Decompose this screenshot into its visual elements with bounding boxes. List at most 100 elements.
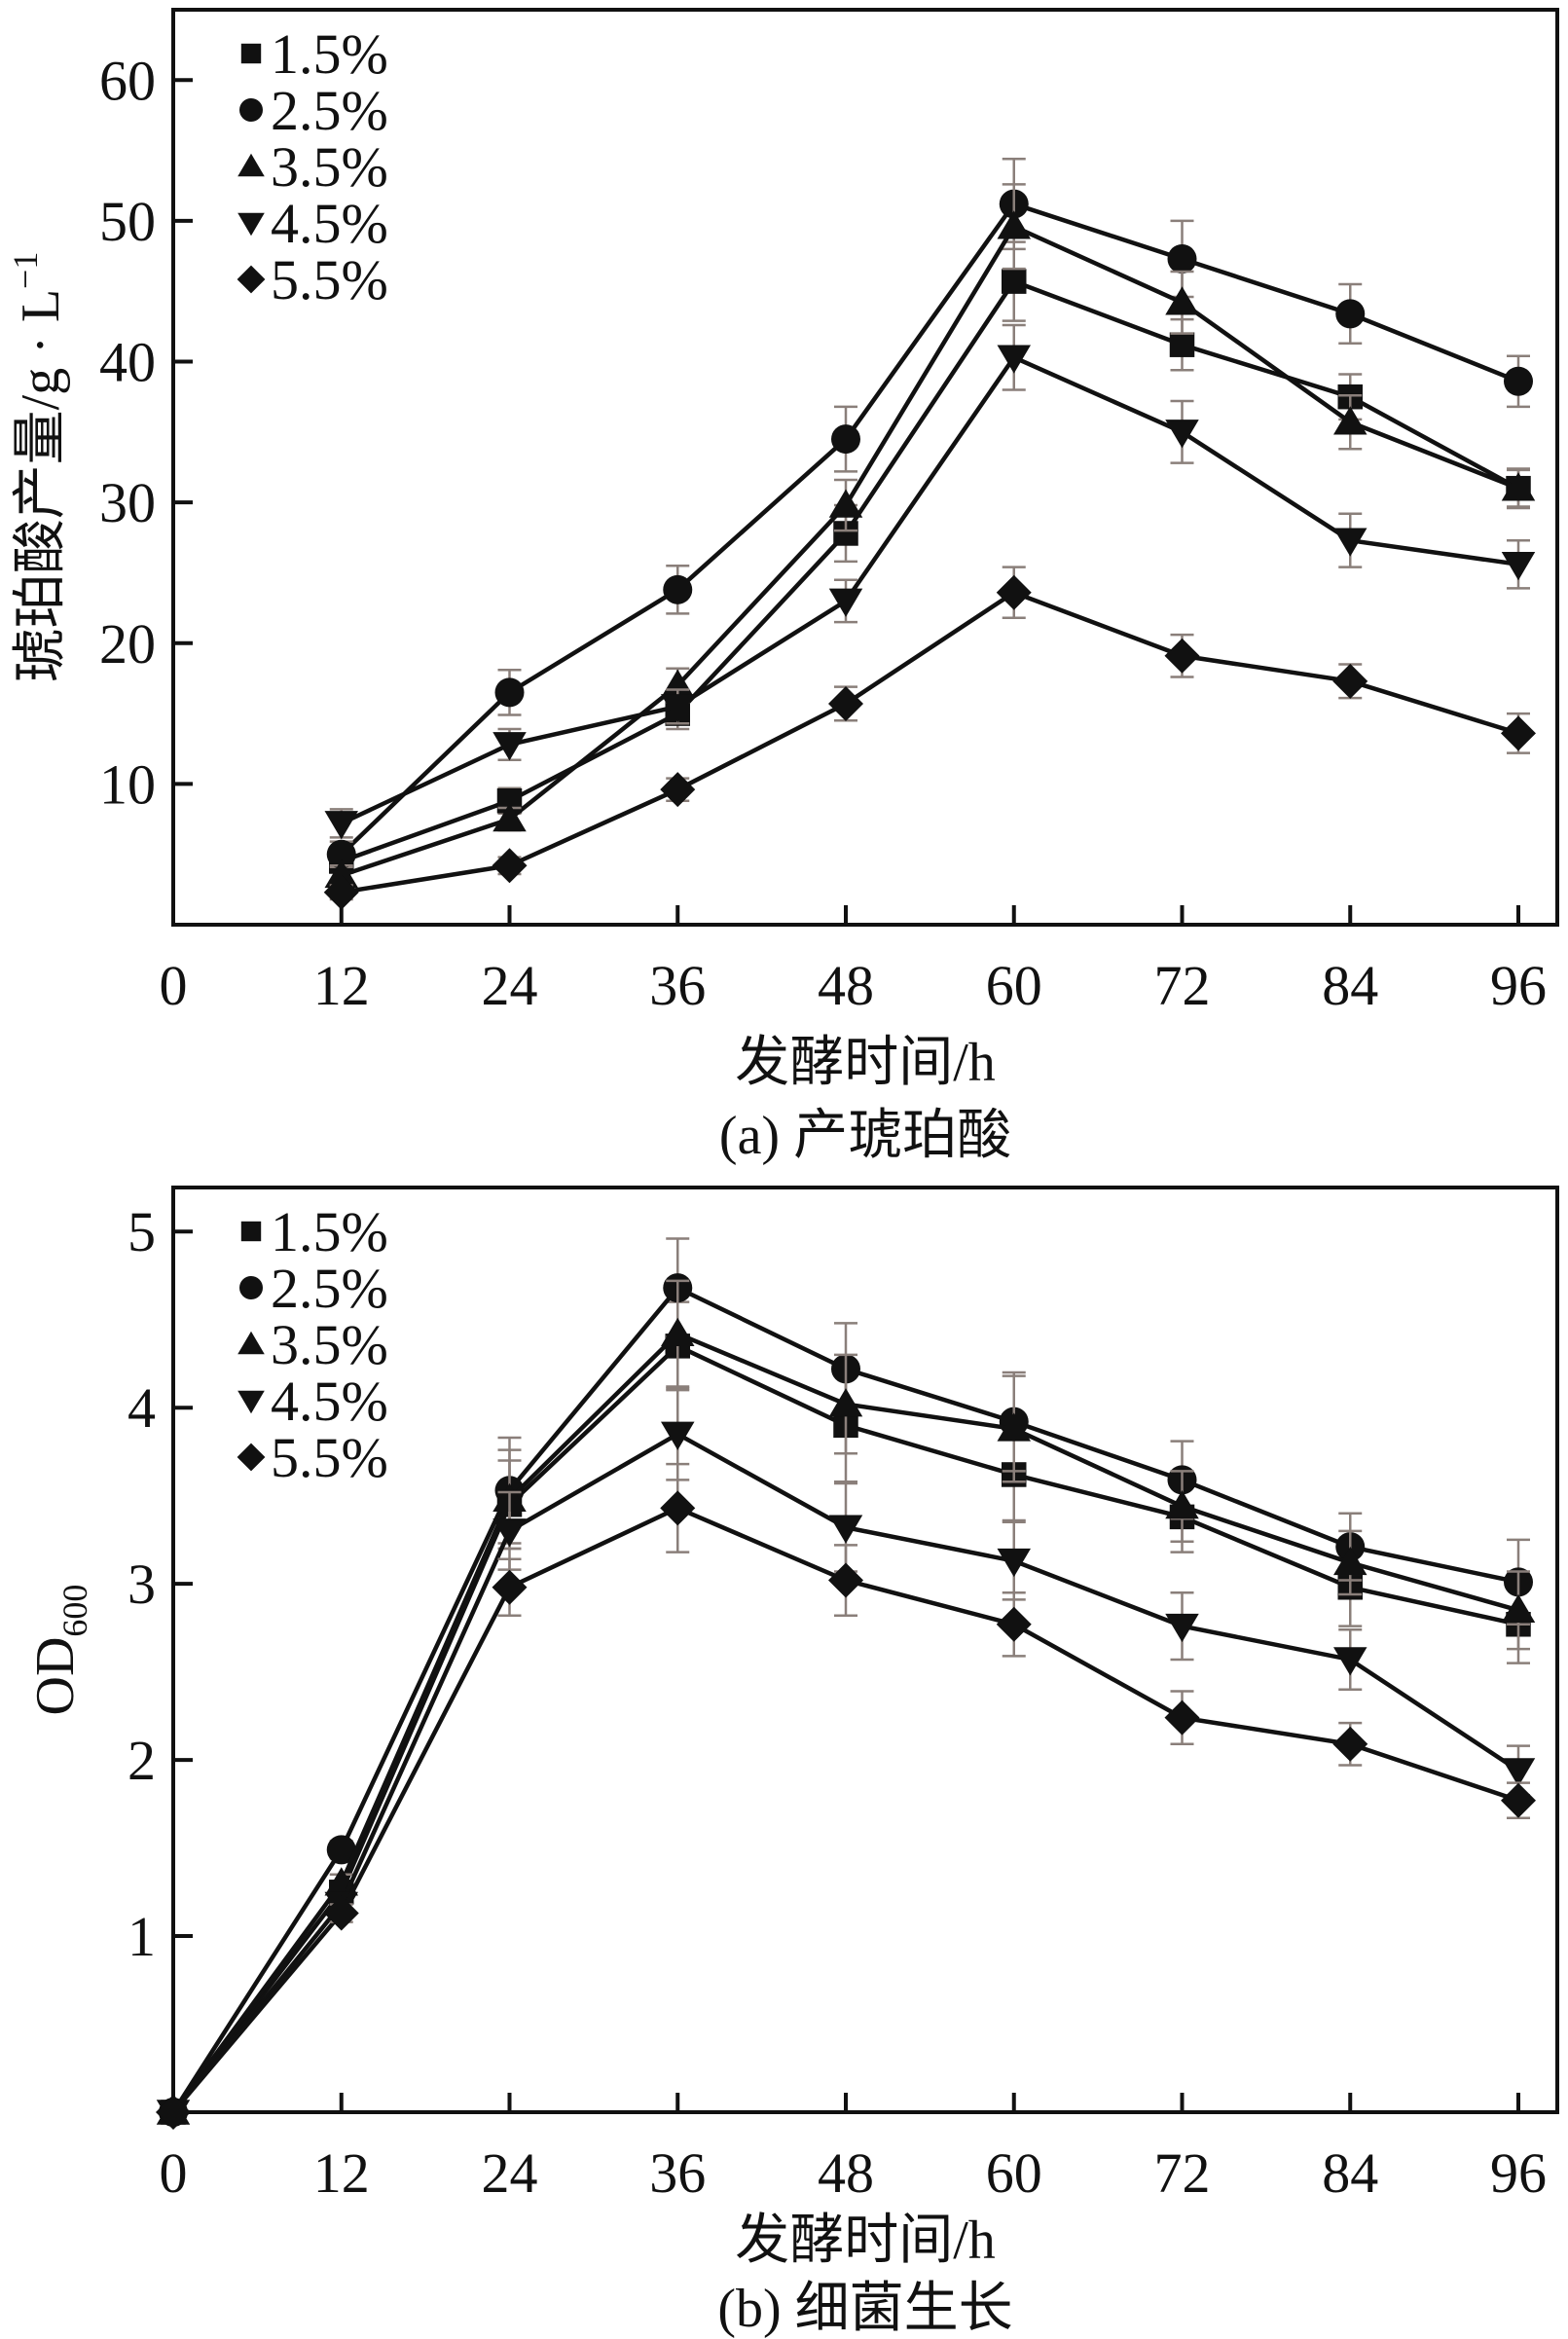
legend-marker <box>239 1276 263 1299</box>
y-tick-label: 5 <box>128 1200 156 1263</box>
series-3-5pct <box>324 183 1536 889</box>
legend-label: 5.5% <box>271 248 388 311</box>
y-tick-label: 10 <box>99 752 156 816</box>
data-point <box>997 345 1031 374</box>
legend-marker <box>237 1443 266 1472</box>
x-tick-label: 12 <box>313 2141 370 2205</box>
legend-marker <box>240 1221 262 1242</box>
y-axis-title-text: 琥珀酸产量/g · L <box>11 289 71 682</box>
legend-marker <box>237 153 265 177</box>
y-tick-label: 50 <box>99 190 156 253</box>
data-point <box>1501 472 1536 501</box>
figure-caption: (a) 产琥珀酸 <box>719 1106 1011 1166</box>
data-point <box>1501 1593 1536 1624</box>
x-tick-label: 24 <box>482 2141 538 2205</box>
data-point <box>324 811 358 840</box>
data-point <box>494 677 525 708</box>
y-axis-title-superscript: −1 <box>6 252 45 289</box>
data-point <box>1501 1782 1536 1818</box>
series-line <box>341 590 1519 895</box>
y-axis-title-subscript: 600 <box>55 1585 94 1637</box>
x-tick-label: 72 <box>1154 2141 1211 2205</box>
x-tick-label: 96 <box>1490 2141 1547 2205</box>
x-tick-label: 0 <box>160 954 188 1017</box>
figure-caption: (b) 细菌生长 <box>717 2279 1012 2339</box>
legend-label: 3.5% <box>271 1313 388 1376</box>
data-point <box>1333 528 1367 557</box>
data-point <box>1167 243 1197 274</box>
data-point <box>831 424 860 455</box>
data-point <box>828 685 863 721</box>
data-point <box>1332 1726 1368 1762</box>
x-tick-label: 60 <box>986 2141 1042 2205</box>
data-point <box>828 1562 863 1598</box>
data-point <box>1333 406 1367 435</box>
data-point <box>997 1548 1031 1578</box>
plot-frame <box>171 1186 1559 2114</box>
data-point <box>1164 1699 1200 1736</box>
series-line <box>340 354 1519 825</box>
y-axis: 1 2 3 4 5 <box>128 1200 193 1968</box>
y-tick-label: 4 <box>128 1376 156 1440</box>
legend-label: 3.5% <box>271 135 388 199</box>
y-axis-title-text: OD <box>25 1637 86 1716</box>
x-tick-label: 48 <box>818 2141 874 2205</box>
series-5-5pct <box>156 1462 1536 2130</box>
data-point <box>1333 1647 1367 1676</box>
y-tick-label: 1 <box>128 1905 156 1968</box>
x-tick-label: 0 <box>160 2141 188 2205</box>
x-tick-label: 72 <box>1154 954 1211 1017</box>
data-point <box>828 588 863 617</box>
series-line <box>340 201 1519 857</box>
data-point <box>1169 332 1195 357</box>
data-point <box>492 732 527 761</box>
legend-marker <box>237 1390 265 1414</box>
x-tick-label: 96 <box>1490 954 1547 1017</box>
series-line <box>341 223 1519 878</box>
x-axis: 0 12 24 36 48 60 72 84 96 <box>160 905 1547 1017</box>
data-point <box>663 574 693 604</box>
data-point <box>1165 1613 1199 1643</box>
y-tick-label: 40 <box>99 331 156 394</box>
legend-marker <box>239 98 263 122</box>
chart-a-svg: 0 12 24 36 48 60 72 84 96 10 20 30 40 50 60 发酵时间/h 琥珀酸产量… <box>6 8 1559 1166</box>
y-tick-label: 2 <box>128 1729 156 1792</box>
legend: 1.5%2.5%3.5%4.5%5.5% <box>237 22 388 311</box>
data-point <box>324 859 358 889</box>
y-tick-label: 3 <box>128 1553 156 1616</box>
legend-marker <box>237 212 265 237</box>
x-tick-label: 36 <box>649 954 706 1017</box>
legend-marker <box>237 265 266 294</box>
y-axis: 10 20 30 40 50 60 <box>99 49 193 816</box>
data-point <box>1333 1546 1367 1576</box>
data-point <box>828 1388 863 1417</box>
legend-label: 4.5% <box>271 192 388 255</box>
data-point <box>996 1606 1032 1642</box>
x-tick-label: 60 <box>986 954 1042 1017</box>
data-point <box>1164 638 1200 674</box>
data-point <box>1165 420 1199 449</box>
legend-label: 5.5% <box>271 1426 388 1489</box>
data-point <box>1335 299 1366 329</box>
data-point <box>1504 366 1533 396</box>
data-point <box>326 839 356 869</box>
x-tick-label: 36 <box>649 2141 706 2205</box>
legend-label: 2.5% <box>271 1257 388 1320</box>
series-4-5pct <box>324 323 1536 840</box>
data-point <box>661 694 695 723</box>
legend-label: 4.5% <box>271 1370 388 1433</box>
data-point <box>1332 663 1368 699</box>
data-point <box>660 1490 696 1526</box>
chart-b-panel: 0 12 24 36 48 60 72 84 96 1 2 3 4 5 发酵时间/h OD600 (b) 细菌生… <box>0 1168 1568 2339</box>
x-tick-label: 84 <box>1322 954 1378 1017</box>
data-point <box>1501 1758 1536 1787</box>
data-point <box>1165 1490 1199 1519</box>
y-tick-label: 60 <box>99 49 156 112</box>
y-axis-title-group: 琥珀酸产量/g · L−1 <box>6 252 71 683</box>
series-2-5pct <box>326 158 1533 869</box>
legend-label: 2.5% <box>271 79 388 142</box>
y-axis-title: OD600 <box>25 1585 94 1716</box>
y-axis-title-group: OD600 <box>25 1585 94 1716</box>
data-point <box>997 1412 1031 1442</box>
